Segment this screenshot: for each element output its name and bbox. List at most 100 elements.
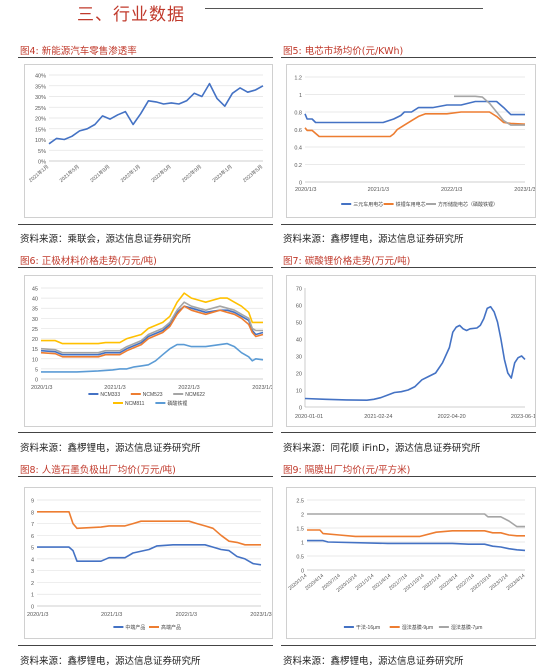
fig9-series-line-2: [307, 513, 525, 528]
fig5-source: 资料来源：鑫椤锂电，源达信息证券研究所: [283, 234, 464, 245]
fig6-xtick-label: 2020/1/3: [31, 385, 52, 391]
fig9-ytick-label: 1.5: [296, 527, 304, 533]
fig4-ytick-label: 35%: [35, 84, 46, 90]
fig5-ytick-label: 0: [299, 181, 302, 187]
fig8-ytick-label: 4: [31, 557, 34, 563]
fig4-chart: 0% 5% 10% 15% 20% 25% 30% 35% 40% 2021年1月 2021年5月 2…: [24, 64, 273, 218]
fig8-legend-label: 高端产品: [161, 624, 181, 631]
fig8-chart: 0 1 2 3 4 5 6 7 8 9 2020/1/3 2021/1/3 2022/1/3 2023/1…: [24, 487, 273, 639]
fig4-ytick-label: 40%: [35, 74, 46, 80]
fig8-ytick-label: 2: [31, 581, 34, 587]
fig6-ytick-label: 35: [32, 307, 38, 313]
fig9-ytick-label: 2: [301, 513, 304, 519]
fig7-caption: 图7: 碳酸锂价格走势(万元/吨): [283, 256, 411, 267]
fig6-ytick-label: 40: [32, 297, 38, 303]
fig4-series-line-0: [48, 82, 264, 145]
fig6-xtick-label: 2021/1/3: [104, 385, 125, 391]
fig6-ytick-label: 5: [35, 367, 38, 373]
fig4-xtick-label: 2022年1月: [119, 163, 142, 184]
fig9-legend-label: 湿法基膜-7μm: [451, 624, 483, 631]
fig5-xtick-label: 2023/1/3: [514, 187, 535, 193]
fig6-caption: 图6: 正极材料价格走势(万元/吨): [20, 256, 157, 267]
fig5-legend-label: 方形储能电芯（磷酸铁锂）: [438, 201, 498, 208]
fig5-ytick-label: 0.4: [294, 146, 302, 152]
fig9-series-line-0: [307, 539, 526, 552]
fig8-series-line-0: [37, 544, 262, 566]
fig6-chart: 0 5 10 15 20 25 30 35 40 45 2020/1/3 2021/1/3 2022/1…: [24, 275, 274, 427]
source-rule-right-3: [281, 645, 536, 646]
fig5-series-line-0: [304, 100, 525, 124]
fig6-legend-label: NCM811: [125, 401, 145, 407]
fig6-ytick-label: 0: [35, 378, 38, 384]
fig9-series-line-1: [307, 529, 525, 538]
fig4-ytick-label: 5%: [38, 149, 46, 155]
fig4-ytick-label: 10%: [35, 138, 46, 144]
fig9-legend-label: 湿法基膜-9μm: [402, 624, 434, 631]
fig4-xtick-label: 2021年1月: [27, 163, 50, 184]
fig7-xtick-label: 2022-04-20: [438, 414, 466, 420]
source-rule-left: [18, 224, 273, 225]
fig6-ytick-label: 25: [32, 327, 38, 333]
fig6-legend-label: NCM333: [100, 392, 120, 398]
fig5-ytick-label: 0.6: [294, 128, 302, 134]
fig7-ytick-label: 70: [296, 287, 302, 293]
fig8-legend-label: 中端产品: [125, 624, 145, 631]
fig6-ytick-label: 10: [32, 357, 38, 363]
fig7-xtick-label: 2021-02-24: [364, 414, 392, 420]
fig9-ytick-label: 1: [301, 541, 304, 547]
fig9-ytick-label: 0: [301, 569, 304, 575]
fig7-ytick-label: 40: [296, 338, 302, 344]
fig4-ytick-label: 25%: [35, 106, 46, 112]
fig8-source: 资料来源：鑫椤锂电，源达信息证券研究所: [20, 656, 201, 667]
fig7-xtick-label: 2020-01-01: [295, 414, 323, 420]
fig5-ytick-label: 0.8: [294, 111, 302, 117]
fig8-ytick-label: 8: [31, 510, 34, 516]
fig5-ytick-label: 0.2: [294, 163, 302, 169]
source-rule-left-3: [18, 645, 273, 646]
fig8-ytick-label: 9: [31, 499, 34, 505]
caption-rule-left-3: [18, 476, 273, 477]
caption-rule-right: [281, 57, 536, 58]
fig8-ytick-label: 1: [31, 593, 34, 599]
fig9-xtick-label: 2023/4/14: [505, 573, 526, 592]
fig5-series-line-1: [304, 111, 526, 138]
fig7-ytick-label: 30: [296, 355, 302, 361]
fig8-caption: 图8: 人造石墨负极出厂均价(万元/吨): [20, 465, 176, 476]
fig7-chart: 0 10 20 30 40 50 60 70 2020-01-01 2021-02-24 2022-…: [286, 275, 539, 427]
fig9-legend-label: 干法-16μm: [356, 624, 380, 631]
fig7-ytick-label: 60: [296, 304, 302, 310]
fig5-legend-label: 铁锂车用电芯: [396, 201, 426, 208]
fig8-series-line-1: [37, 511, 261, 546]
fig5-chart: 0 0.2 0.4 0.6 0.8 1 1.2 2020/1/3 2021/1/3 2022/1/…: [286, 64, 536, 218]
fig7-source: 资料来源：同花顺 iFinD，源达信息证券研究所: [283, 443, 481, 454]
fig5-series-line-2: [454, 95, 525, 126]
source-rule-left-2: [18, 432, 273, 433]
fig9-source: 资料来源：鑫椤锂电，源达信息证券研究所: [283, 656, 464, 667]
fig7-xtick-label: 2023-06-14: [511, 414, 535, 420]
fig8-ytick-label: 6: [31, 534, 34, 540]
fig8-ytick-label: 5: [31, 546, 34, 552]
fig4-caption: 图4: 新能源汽车零售渗透率: [20, 46, 137, 57]
fig5-ytick-label: 1: [299, 93, 302, 99]
fig9-caption: 图9: 隔膜出厂均价(元/平方米): [283, 465, 411, 476]
fig6-ytick-label: 30: [32, 317, 38, 323]
fig6-legend-label: 磷酸铁锂: [167, 400, 187, 407]
fig8-ytick-label: 3: [31, 569, 34, 575]
fig7-ytick-label: 50: [296, 321, 302, 327]
fig8-xtick-label: 2022/1/3: [176, 612, 197, 618]
fig9-ytick-label: 2.5: [296, 499, 304, 505]
fig6-source: 资料来源：鑫椤锂电，源达信息证券研究所: [20, 443, 201, 454]
section-title: 三、行业数据: [77, 5, 185, 25]
fig5-xtick-label: 2022/1/3: [441, 187, 462, 193]
fig5-legend-label: 三元车用电芯: [353, 201, 383, 208]
fig4-xtick-label: 2022年9月: [180, 163, 203, 184]
fig6-ytick-label: 15: [32, 347, 38, 353]
fig8-xtick-label: 2020/1/3: [27, 612, 48, 618]
fig6-xtick-label: 2022/1/3: [178, 385, 199, 391]
fig5-xtick-label: 2020/1/3: [295, 187, 316, 193]
fig4-ytick-label: 20%: [35, 117, 46, 123]
fig6-ytick-label: 20: [32, 337, 38, 343]
fig7-ytick-label: 20: [296, 372, 302, 378]
fig5-caption: 图5: 电芯市场均价(元/KWh): [283, 46, 404, 57]
fig4-ytick-label: 0%: [38, 160, 46, 166]
